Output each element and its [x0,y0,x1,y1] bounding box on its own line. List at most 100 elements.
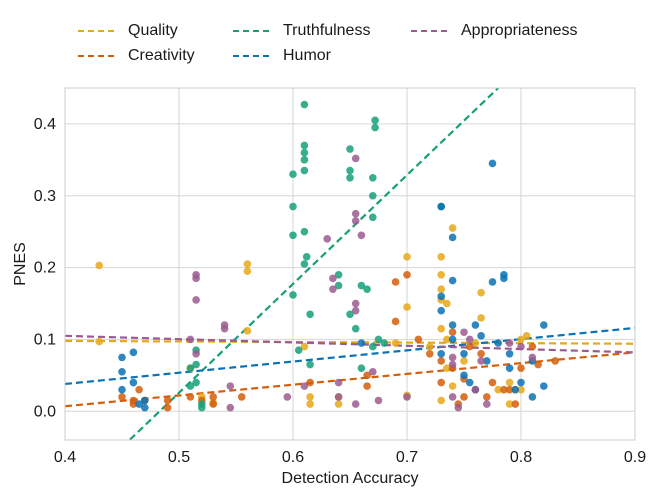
point-quality [334,400,343,408]
x-tick-label: 0.6 [282,449,304,466]
point-quality [505,400,514,408]
point-appropriateness [351,299,360,308]
point-truthfulness [346,145,354,153]
point-quality [426,342,434,351]
point-quality [403,303,411,311]
point-appropriateness [471,385,480,394]
point-appropriateness [226,403,235,412]
point-humor [471,321,480,329]
point-truthfulness [186,364,195,372]
point-truthfulness [357,364,366,372]
point-creativity [237,393,246,401]
point-truthfulness [186,382,195,390]
point-creativity [500,385,508,394]
plot-frame [64,87,636,441]
point-appropriateness [483,400,491,408]
point-creativity [448,328,457,337]
point-truthfulness [289,291,297,299]
y-axis-label: PNES [12,242,29,286]
legend-label-appropriateness: Appropriateness [461,22,578,39]
point-truthfulness [369,191,377,200]
point-creativity [403,270,411,279]
point-quality [477,288,485,297]
point-creativity [391,317,400,326]
point-truthfulness [357,281,366,290]
point-creativity [118,393,126,401]
legend-label-creativity: Creativity [128,47,195,64]
point-humor [141,396,149,405]
point-creativity [437,378,446,387]
point-creativity [414,335,423,344]
point-humor [500,274,508,283]
point-creativity [135,385,143,394]
legend-item-creativity: Creativity [78,47,195,65]
x-tick-label: 0.7 [396,449,418,466]
point-truthfulness [294,346,303,355]
point-truthfulness [289,231,297,240]
point-appropriateness [334,378,343,387]
point-truthfulness [289,202,297,211]
point-humor [488,278,497,286]
point-truthfulness [306,310,314,319]
point-appropriateness [448,393,457,401]
point-quality [437,285,446,293]
point-appropriateness [329,274,337,283]
point-appropriateness [448,353,457,362]
point-quality [443,299,451,308]
trend-line-truthfulness [127,88,499,440]
point-quality [403,253,411,261]
trend-line-humor [65,326,635,386]
point-humor [118,353,126,362]
point-quality [477,314,485,322]
y-tick-label: 0.0 [34,403,56,420]
point-quality [243,260,252,268]
trend-line-appropriateness [65,334,635,354]
point-truthfulness [369,342,377,351]
point-appropriateness [351,400,360,408]
point-quality [471,339,480,347]
point-appropriateness [374,396,383,405]
point-humor [540,382,548,390]
point-humor [129,378,138,387]
point-creativity [505,385,514,394]
point-humor [448,321,457,329]
point-appropriateness [517,342,525,351]
point-creativity [209,393,217,401]
point-appropriateness [351,154,360,163]
legend-item-appropriateness: Appropriateness [411,22,578,40]
point-humor [118,367,126,376]
point-creativity [437,357,446,365]
point-creativity [477,349,485,358]
point-creativity [129,400,138,408]
point-truthfulness [346,166,354,175]
point-humor [448,276,457,285]
x-axis-label: Detection Accuracy [282,470,419,487]
point-quality [460,357,468,365]
point-quality [391,339,400,347]
point-quality [443,364,451,372]
point-humor [505,364,514,372]
point-creativity [517,364,525,372]
point-appropriateness [334,393,343,401]
point-truthfulness [346,173,354,182]
point-quality [437,324,446,333]
x-tick-label: 0.4 [54,449,76,466]
x-tick-labels: 0.4 0.5 0.6 0.7 0.8 0.9 [54,449,646,466]
point-humor [448,335,457,344]
point-creativity [306,378,314,387]
point-humor [118,385,126,394]
point-truthfulness [300,227,309,236]
legend-label-humor: Humor [283,47,332,64]
data-points [95,100,559,412]
point-creativity [426,349,434,358]
point-creativity [209,400,217,408]
legend-label-quality: Quality [128,22,178,39]
legend-swatch-quality [78,30,114,32]
legend-swatch-humor [233,55,269,57]
point-appropriateness [528,353,537,362]
point-humor [488,159,497,168]
point-appropriateness [192,274,200,283]
point-appropriateness [357,231,366,240]
point-humor [437,306,446,315]
point-humor [437,202,446,211]
